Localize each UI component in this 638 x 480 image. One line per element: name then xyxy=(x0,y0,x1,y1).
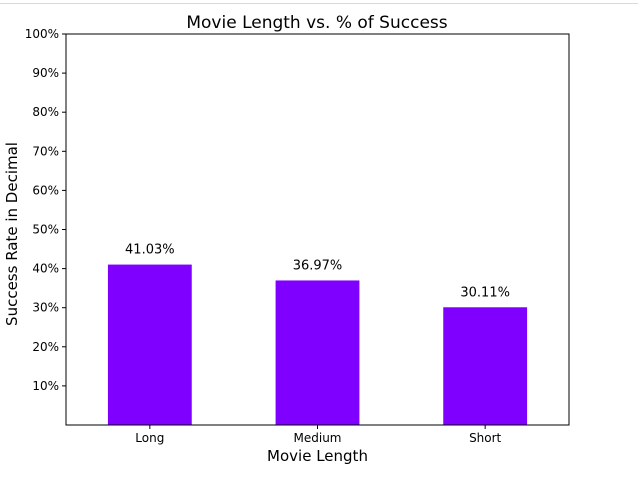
y-tick-label: 10% xyxy=(32,379,59,393)
bar-long xyxy=(107,264,192,425)
x-tick-label-medium: Medium xyxy=(294,431,342,445)
y-tick-label: 20% xyxy=(32,340,59,354)
data-label-short: 30.11% xyxy=(460,285,510,300)
y-tick-label: 40% xyxy=(32,262,59,276)
x-axis-label: Movie Length xyxy=(267,447,368,465)
top-divider xyxy=(0,3,638,4)
data-label-medium: 36.97% xyxy=(293,258,343,273)
y-axis-label: Success Rate in Decimal xyxy=(3,142,21,326)
x-tick-label-long: Long xyxy=(135,431,164,445)
bar-short xyxy=(443,307,528,425)
y-axis-ticks: 10% 20% 30% 40% 50% 60% 70% 80% 90% 100% xyxy=(25,27,66,393)
y-tick-label: 30% xyxy=(32,301,59,315)
y-tick-label: 80% xyxy=(32,105,59,119)
data-label-long: 41.03% xyxy=(125,243,175,258)
y-tick-label: 70% xyxy=(32,144,59,158)
y-tick-label: 60% xyxy=(32,183,59,197)
chart-title: Movie Length vs. % of Success xyxy=(186,13,447,33)
bar-medium xyxy=(275,280,360,425)
y-tick-label: 100% xyxy=(25,27,59,41)
bars: 41.03% 36.97% 30.11% xyxy=(107,243,528,425)
y-tick-label: 90% xyxy=(32,66,59,80)
x-axis-ticks: Long Medium Short xyxy=(135,425,502,445)
y-tick-label: 50% xyxy=(32,223,59,237)
plot-frame xyxy=(65,33,570,426)
x-tick-label-short: Short xyxy=(469,431,501,445)
